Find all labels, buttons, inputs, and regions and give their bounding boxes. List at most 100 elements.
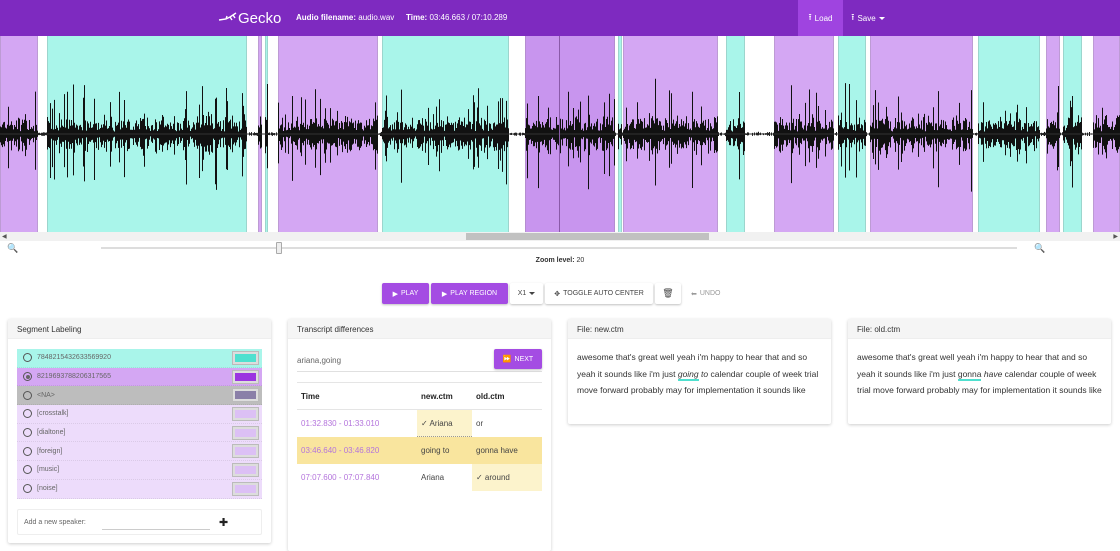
speaker-radio[interactable] <box>23 372 32 382</box>
delete-button[interactable]: 🗑 <box>655 283 681 304</box>
waveform-scrollbar[interactable]: ◀ ▶ <box>0 232 1120 241</box>
table-header-row: Time new.ctm old.ctm <box>297 382 542 410</box>
speaker-radio[interactable] <box>23 353 32 363</box>
trash-icon: 🗑 <box>662 288 674 298</box>
brand-name: Gecko <box>238 9 282 27</box>
speaker-color-swatch[interactable] <box>233 426 258 439</box>
speaker-item[interactable]: [foreign] <box>17 442 262 462</box>
speaker-item[interactable]: <NA> <box>17 386 262 406</box>
speaker-radio[interactable] <box>23 390 32 400</box>
speaker-label: [noise] <box>37 485 58 493</box>
column-header-new: new.ctm <box>417 382 472 410</box>
add-speaker-input[interactable] <box>102 516 210 530</box>
diff-old-cell[interactable]: gonna have <box>472 436 542 464</box>
play-icon: ▶ <box>392 290 398 298</box>
save-dropdown-button[interactable]: ⭱ Save <box>843 0 893 36</box>
speed-label: X1 <box>517 290 527 297</box>
playback-cursor[interactable] <box>559 36 560 232</box>
speaker-item[interactable]: 8219693788206317565 <box>17 367 262 387</box>
play-region-label: PLAY REGION <box>450 290 498 297</box>
waveform-view[interactable] <box>0 36 1120 232</box>
speaker-color-swatch[interactable] <box>233 370 258 383</box>
zoom-controls: 🔍 🔍 Zoom level: 20 <box>0 241 1120 271</box>
speaker-item[interactable]: [noise] <box>17 479 262 499</box>
speaker-item[interactable]: 7848215432633569920 <box>17 349 262 368</box>
next-button[interactable]: ⏩ NEXT <box>494 349 542 369</box>
speaker-color-swatch[interactable] <box>233 482 258 495</box>
highlighted-word[interactable]: have <box>983 368 1003 379</box>
save-label: Save <box>857 13 876 23</box>
brand-logo[interactable]: Gecko <box>218 8 281 28</box>
scroll-right-arrow-icon[interactable]: ▶ <box>1113 234 1118 240</box>
zoom-slider-track[interactable] <box>101 247 1017 249</box>
old-ctm-transcript: awesome that's great well yeah i'm happy… <box>848 339 1111 409</box>
diff-search-input[interactable] <box>297 353 477 367</box>
speaker-item[interactable]: [music] <box>17 461 262 480</box>
column-header-time: Time <box>297 382 417 410</box>
speaker-color-swatch[interactable] <box>233 352 258 364</box>
speaker-item[interactable]: [dialtone] <box>17 423 262 443</box>
diff-new-cell[interactable]: going to <box>417 436 472 464</box>
time-value: 03:46.663 / 07:10.289 <box>429 13 508 22</box>
speaker-radio[interactable] <box>23 484 32 494</box>
table-row[interactable]: 01:32.830 - 01:33.010 ✓ Ariana or <box>297 409 542 437</box>
panel-title: Segment Labeling <box>8 319 271 339</box>
zoom-level-label: Zoom level: <box>535 257 575 264</box>
diff-time-cell[interactable]: 03:46.640 - 03:46.820 <box>297 436 417 464</box>
zoom-slider-handle[interactable] <box>276 242 282 254</box>
speaker-label: [dialtone] <box>37 429 66 437</box>
speaker-color-swatch[interactable] <box>233 445 258 458</box>
table-row[interactable]: 07:07.600 - 07:07.840 Ariana ✓ around <box>297 463 542 491</box>
speaker-radio[interactable] <box>23 409 32 419</box>
diff-old-cell[interactable]: ✓ around <box>472 463 542 491</box>
diff-time-cell[interactable]: 07:07.600 - 07:07.840 <box>301 472 380 482</box>
undo-label: UNDO <box>699 290 721 297</box>
diff-search-row: ⏩ NEXT <box>297 349 542 372</box>
speed-dropdown[interactable]: X1 <box>510 283 543 304</box>
speaker-radio[interactable] <box>23 446 32 456</box>
zoom-out-icon[interactable]: 🔍 <box>7 243 19 253</box>
add-speaker-form: Add a new speaker: ✚ <box>17 509 262 535</box>
speaker-radio[interactable] <box>23 428 32 438</box>
diff-new-cell[interactable]: ✓ Ariana <box>417 409 472 437</box>
speaker-label: 7848215432633569920 <box>37 354 111 362</box>
transcript-text: awesome that's great well yeah i'm happy… <box>577 352 808 379</box>
diff-new-cell[interactable]: Ariana <box>421 472 445 482</box>
new-ctm-transcript: awesome that's great well yeah i'm happy… <box>568 339 831 409</box>
undo-button[interactable]: ⬅ UNDO <box>683 283 729 304</box>
old-ctm-panel: File: old.ctm awesome that's great well … <box>848 319 1111 424</box>
add-speaker-plus-icon[interactable]: ✚ <box>219 517 229 529</box>
add-speaker-label: Add a new speaker: <box>24 519 86 526</box>
transcript-text: calendar couple of week trial move forwa… <box>577 368 819 396</box>
zoom-in-icon[interactable]: 🔍 <box>1034 243 1046 253</box>
playback-controls: ▶ PLAY ▶ PLAY REGION X1 ✥ TOGGLE AUTO CE… <box>382 283 731 304</box>
load-button[interactable]: ⭱ Load <box>798 0 843 36</box>
waveform <box>0 78 1120 192</box>
panel-title: Transcript differences <box>288 319 551 339</box>
highlighted-word[interactable]: going <box>677 368 699 381</box>
play-label: PLAY <box>401 290 419 297</box>
toggle-auto-center-button[interactable]: ✥ TOGGLE AUTO CENTER <box>545 283 653 304</box>
undo-arrow-icon: ⬅ <box>691 290 697 298</box>
scrollbar-thumb[interactable] <box>466 233 709 240</box>
speaker-color-swatch[interactable] <box>233 408 258 421</box>
play-button[interactable]: ▶ PLAY <box>382 283 429 304</box>
play-region-button[interactable]: ▶ PLAY REGION <box>431 283 508 304</box>
speaker-radio[interactable] <box>23 465 32 475</box>
speaker-color-swatch[interactable] <box>233 464 258 477</box>
top-navbar: Gecko Audio filename: audio.wav Time: 03… <box>0 0 1120 36</box>
transcript-text: calendar couple of week trial move forwa… <box>857 368 1102 396</box>
segment-labeling-panel: Segment Labeling 7848215432633569920 8219… <box>8 319 271 543</box>
speaker-item[interactable]: [crosstalk] <box>17 405 262 424</box>
diff-time-cell[interactable]: 01:32.830 - 01:33.010 <box>301 418 380 428</box>
speaker-label: [music] <box>37 466 60 474</box>
scroll-left-arrow-icon[interactable]: ◀ <box>2 234 7 240</box>
play-icon: ▶ <box>441 290 448 298</box>
time-label: Time: <box>406 13 428 22</box>
speaker-color-swatch[interactable] <box>233 389 258 402</box>
highlighted-word[interactable]: to <box>701 368 709 379</box>
table-row[interactable]: 03:46.640 - 03:46.820 going to gonna have <box>297 436 542 464</box>
highlighted-word[interactable]: gonna <box>957 368 982 381</box>
column-header-old: old.ctm <box>472 382 542 410</box>
diff-old-cell[interactable]: or <box>476 418 484 428</box>
